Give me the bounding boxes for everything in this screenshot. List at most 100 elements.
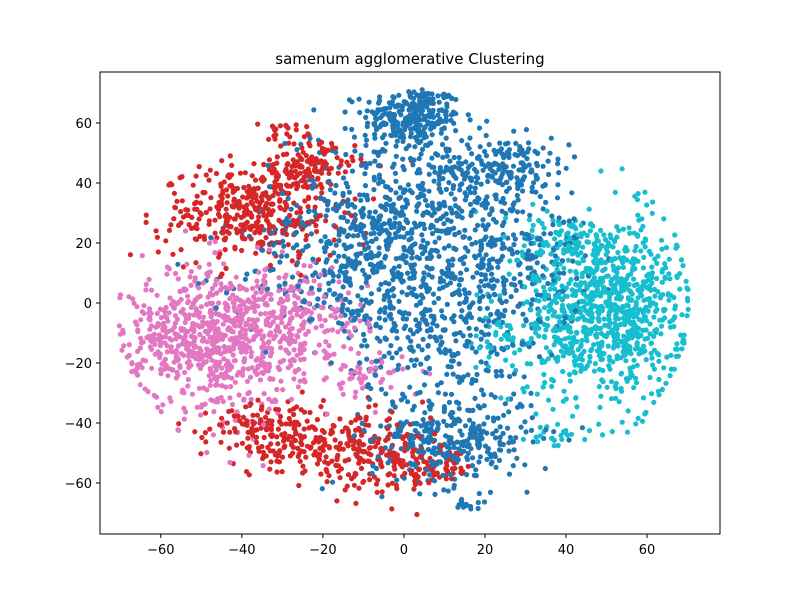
scatter-point: [295, 295, 301, 301]
scatter-point: [228, 384, 234, 390]
scatter-point: [267, 353, 273, 359]
scatter-point: [484, 449, 491, 455]
scatter-point: [542, 465, 548, 472]
scatter-point: [434, 338, 440, 344]
scatter-point: [164, 349, 170, 355]
scatter-point: [229, 401, 235, 408]
scatter-point: [414, 390, 420, 396]
scatter-point: [509, 342, 516, 348]
scatter-point: [295, 384, 301, 390]
scatter-point: [549, 435, 555, 441]
scatter-point: [368, 231, 374, 237]
scatter-point: [446, 399, 452, 405]
scatter-point: [183, 340, 189, 346]
scatter-point: [596, 346, 602, 352]
scatter-point: [462, 342, 468, 349]
scatter-point: [401, 234, 407, 240]
scatter-point: [207, 206, 213, 212]
scatter-point: [404, 292, 410, 298]
scatter-point: [370, 196, 377, 202]
scatter-point: [449, 95, 455, 101]
scatter-point: [367, 328, 373, 334]
scatter-point: [302, 468, 308, 474]
scatter-point: [203, 439, 209, 445]
scatter-point: [303, 237, 309, 243]
scatter-point: [334, 498, 340, 504]
scatter-point: [291, 141, 297, 147]
scatter-point: [649, 264, 655, 270]
scatter-point: [489, 240, 495, 246]
scatter-point: [290, 306, 296, 313]
scatter-point: [249, 285, 256, 292]
scatter-point: [232, 308, 238, 314]
scatter-point: [309, 185, 315, 191]
scatter-point: [600, 367, 606, 374]
scatter-point: [329, 140, 335, 147]
scatter-point: [409, 265, 415, 271]
scatter-point: [490, 285, 496, 291]
scatter-point: [219, 195, 225, 201]
scatter-point: [624, 378, 630, 384]
scatter-point: [385, 482, 391, 488]
scatter-point: [323, 350, 329, 356]
scatter-point: [238, 310, 244, 316]
scatter-point: [246, 452, 252, 458]
scatter-point: [468, 427, 474, 433]
scatter-point: [517, 271, 523, 277]
scatter-point: [389, 99, 395, 105]
scatter-point: [549, 383, 555, 390]
scatter-point: [487, 211, 493, 217]
scatter-point: [387, 299, 393, 305]
scatter-point: [355, 364, 361, 370]
scatter-point: [466, 290, 472, 296]
scatter-point: [348, 243, 354, 249]
scatter-point: [518, 424, 524, 430]
scatter-point: [483, 323, 489, 329]
scatter-point: [229, 162, 235, 168]
scatter-point: [278, 378, 284, 384]
scatter-point: [435, 112, 441, 118]
scatter-point: [392, 209, 398, 216]
scatter-point: [618, 385, 624, 391]
scatter-point: [584, 232, 590, 238]
scatter-point: [386, 350, 392, 356]
scatter-point: [633, 421, 639, 427]
scatter-point: [304, 170, 310, 176]
scatter-point: [359, 385, 366, 391]
scatter-point: [385, 472, 391, 478]
scatter-point: [609, 276, 615, 283]
scatter-point: [276, 300, 282, 306]
scatter-point: [424, 264, 430, 270]
scatter-point: [261, 434, 267, 441]
scatter-point: [194, 206, 200, 212]
scatter-point: [243, 349, 249, 355]
scatter-point: [600, 284, 607, 290]
scatter-point: [224, 290, 230, 296]
scatter-point: [555, 156, 561, 162]
scatter-point: [423, 134, 429, 140]
scatter-point: [426, 272, 432, 278]
scatter-point: [414, 254, 420, 260]
scatter-point: [176, 421, 182, 427]
scatter-point: [352, 148, 358, 154]
scatter-point: [172, 270, 179, 277]
scatter-point: [386, 416, 392, 422]
scatter-point: [579, 425, 586, 431]
scatter-point: [254, 324, 260, 330]
scatter-point: [186, 358, 192, 364]
scatter-point: [143, 358, 149, 364]
scatter-point: [472, 227, 478, 233]
scatter-point: [321, 245, 327, 251]
scatter-point: [198, 200, 204, 206]
scatter-point: [387, 305, 393, 311]
scatter-point: [336, 273, 342, 279]
scatter-point: [158, 366, 164, 373]
scatter-point: [603, 246, 610, 252]
scatter-point: [389, 480, 395, 486]
scatter-point: [155, 249, 161, 255]
scatter-point: [558, 432, 564, 438]
scatter-point: [261, 277, 267, 283]
scatter-point: [474, 199, 480, 206]
scatter-point: [453, 128, 459, 134]
scatter-point: [240, 366, 246, 372]
